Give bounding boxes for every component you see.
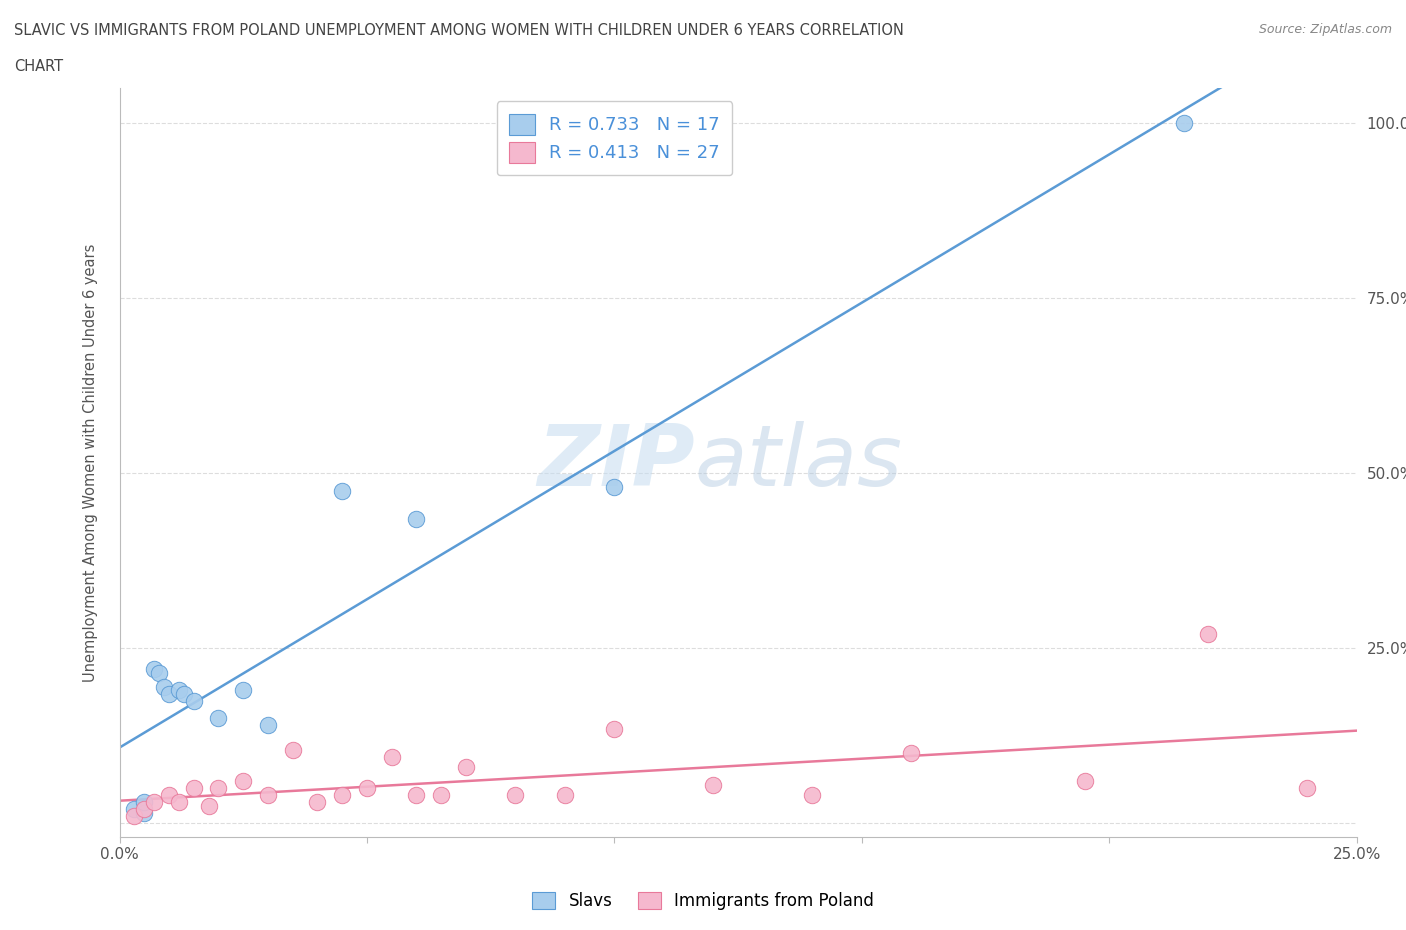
Text: ZIP: ZIP — [537, 421, 695, 504]
Point — [148, 665, 170, 680]
Point — [405, 512, 427, 526]
Text: atlas: atlas — [695, 421, 903, 504]
Text: Source: ZipAtlas.com: Source: ZipAtlas.com — [1258, 23, 1392, 36]
Point — [900, 746, 922, 761]
Point — [153, 679, 176, 694]
Point — [183, 693, 205, 708]
Point — [603, 721, 626, 736]
Point — [381, 749, 404, 764]
Point — [143, 794, 166, 809]
Text: SLAVIC VS IMMIGRANTS FROM POLAND UNEMPLOYMENT AMONG WOMEN WITH CHILDREN UNDER 6 : SLAVIC VS IMMIGRANTS FROM POLAND UNEMPLO… — [14, 23, 904, 38]
Point — [307, 794, 329, 809]
Point — [801, 788, 824, 803]
Point — [173, 686, 195, 701]
Point — [134, 794, 156, 809]
Point — [183, 780, 205, 795]
Point — [207, 780, 229, 795]
Point — [702, 777, 724, 792]
Point — [134, 802, 156, 817]
Point — [124, 802, 146, 817]
Point — [124, 808, 146, 823]
Point — [1173, 116, 1195, 131]
Legend: Slavs, Immigrants from Poland: Slavs, Immigrants from Poland — [526, 885, 880, 917]
Point — [257, 788, 280, 803]
Y-axis label: Unemployment Among Women with Children Under 6 years: Unemployment Among Women with Children U… — [83, 244, 98, 682]
Point — [505, 788, 527, 803]
Point — [430, 788, 453, 803]
Point — [1296, 780, 1319, 795]
Point — [197, 798, 219, 813]
Point — [405, 788, 427, 803]
Point — [167, 794, 190, 809]
Text: CHART: CHART — [14, 59, 63, 73]
Point — [167, 683, 190, 698]
Point — [330, 788, 353, 803]
Point — [143, 661, 166, 676]
Point — [134, 805, 156, 820]
Point — [330, 484, 353, 498]
Point — [157, 788, 180, 803]
Point — [257, 718, 280, 733]
Point — [207, 711, 229, 725]
Point — [157, 686, 180, 701]
Point — [603, 480, 626, 495]
Point — [232, 683, 254, 698]
Point — [554, 788, 576, 803]
Point — [281, 742, 304, 757]
Legend: R = 0.733   N = 17, R = 0.413   N = 27: R = 0.733 N = 17, R = 0.413 N = 27 — [496, 101, 733, 176]
Point — [1073, 774, 1095, 789]
Point — [454, 760, 477, 775]
Point — [232, 774, 254, 789]
Point — [1197, 627, 1219, 642]
Point — [356, 780, 378, 795]
